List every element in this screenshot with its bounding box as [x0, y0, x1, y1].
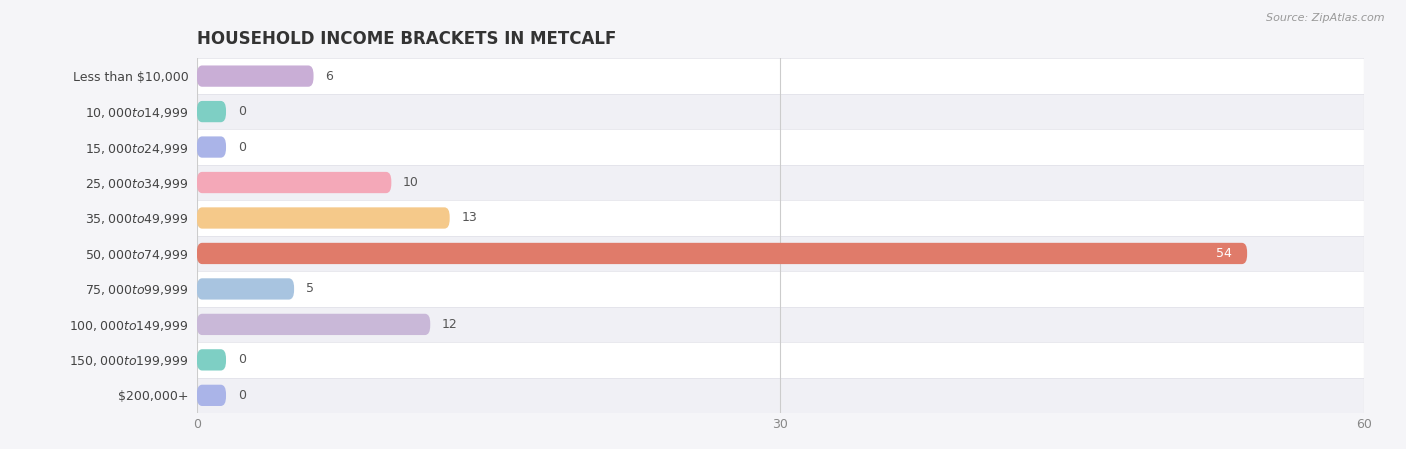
Bar	[197, 129, 1364, 165]
FancyBboxPatch shape	[197, 101, 226, 122]
FancyBboxPatch shape	[197, 385, 226, 406]
FancyBboxPatch shape	[197, 243, 1247, 264]
Text: HOUSEHOLD INCOME BRACKETS IN METCALF: HOUSEHOLD INCOME BRACKETS IN METCALF	[197, 31, 616, 48]
Text: 6: 6	[325, 70, 333, 83]
Text: 0: 0	[238, 141, 246, 154]
FancyBboxPatch shape	[197, 278, 294, 299]
Bar	[197, 200, 1364, 236]
Text: 0: 0	[238, 353, 246, 366]
Text: 13: 13	[461, 211, 477, 224]
Text: 0: 0	[238, 105, 246, 118]
FancyBboxPatch shape	[197, 314, 430, 335]
Bar	[197, 378, 1364, 413]
Text: 0: 0	[238, 389, 246, 402]
Text: 5: 5	[305, 282, 314, 295]
FancyBboxPatch shape	[197, 66, 314, 87]
FancyBboxPatch shape	[197, 207, 450, 229]
Text: 54: 54	[1216, 247, 1232, 260]
Bar	[197, 165, 1364, 200]
Bar	[197, 271, 1364, 307]
Text: 12: 12	[441, 318, 458, 331]
FancyBboxPatch shape	[197, 136, 226, 158]
Bar	[197, 342, 1364, 378]
Bar	[197, 236, 1364, 271]
Text: Source: ZipAtlas.com: Source: ZipAtlas.com	[1267, 13, 1385, 23]
Text: 10: 10	[404, 176, 419, 189]
Bar	[197, 307, 1364, 342]
FancyBboxPatch shape	[197, 172, 391, 193]
FancyBboxPatch shape	[197, 349, 226, 370]
Bar	[197, 94, 1364, 129]
Bar	[197, 58, 1364, 94]
